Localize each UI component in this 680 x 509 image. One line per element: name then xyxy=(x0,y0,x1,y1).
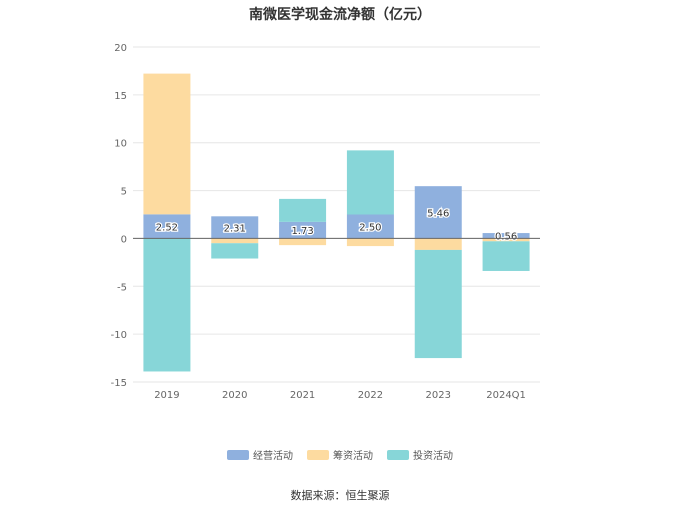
y-tick-label: 0 xyxy=(121,234,127,245)
legend-label: 经营活动 xyxy=(253,451,293,462)
bar-1-2024Q1 xyxy=(482,238,530,242)
data-label: 2.31 xyxy=(224,223,246,234)
bar-2-2021 xyxy=(279,198,327,222)
data-label: 0.56 xyxy=(495,232,517,243)
chart-title: 南微医学现金流净额（亿元） xyxy=(249,7,431,23)
bar-2-2019 xyxy=(143,238,191,372)
legend-label: 筹资活动 xyxy=(333,451,373,462)
data-source: 数据来源：恒生聚源 xyxy=(290,489,390,502)
bar-1-2021 xyxy=(279,238,327,246)
bar-0-2021 xyxy=(279,221,327,239)
y-tick-label: 20 xyxy=(114,43,127,54)
bar-1-2023 xyxy=(414,238,462,250)
x-tick-label: 2024Q1 xyxy=(486,390,526,401)
x-tick-label: 2021 xyxy=(290,390,315,401)
x-tick-label: 2022 xyxy=(358,390,383,401)
bar-2-2023 xyxy=(414,249,462,359)
data-label: 5.46 xyxy=(427,208,449,219)
data-label: 2.52 xyxy=(156,222,178,233)
legend-swatch xyxy=(387,449,409,460)
axis-layer: 20 15 10 5 0 -5 -10 -15 2019 2020 2021 2022 2023 2024… xyxy=(111,43,540,401)
legend-item[interactable]: 经营活动 xyxy=(227,447,293,462)
x-tick-label: 2023 xyxy=(426,390,451,401)
bar-0-2019 xyxy=(143,214,191,239)
x-tick-label: 2020 xyxy=(222,390,247,401)
label-layer: 2.52 2.31 1.73 2.50 5.46 0.56 xyxy=(155,207,519,244)
bar-0-2022 xyxy=(346,214,394,239)
y-tick-label: 5 xyxy=(121,187,127,198)
data-label: 1.73 xyxy=(291,226,313,237)
legend-item[interactable]: 筹资活动 xyxy=(307,447,373,462)
legend-item[interactable]: 投资活动 xyxy=(387,447,453,462)
legend-swatch xyxy=(307,449,329,460)
y-tick-label: -10 xyxy=(111,330,127,341)
y-tick-label: 15 xyxy=(114,91,127,102)
y-tick-label: -15 xyxy=(111,378,127,389)
y-tick-label: 10 xyxy=(114,139,127,150)
bar-0-2020 xyxy=(211,216,259,239)
bar-2-2020 xyxy=(211,243,259,259)
bar-1-2022 xyxy=(346,238,394,247)
bar-0-2024Q1 xyxy=(482,233,530,239)
data-label: 2.50 xyxy=(359,222,381,233)
y-tick-label: -5 xyxy=(117,282,127,293)
bar-1-2019 xyxy=(143,73,191,215)
bar-1-2020 xyxy=(211,238,259,244)
bar-0-2023 xyxy=(414,186,462,239)
legend-swatch xyxy=(227,449,249,460)
bar-layer xyxy=(143,73,530,372)
grid-layer xyxy=(133,46,540,383)
bar-2-2022 xyxy=(346,150,394,215)
bar-2-2024Q1 xyxy=(482,241,530,271)
x-tick-label: 2019 xyxy=(154,390,179,401)
legend-label: 投资活动 xyxy=(413,451,453,462)
legend: 经营活动 筹资活动 投资活动 xyxy=(0,447,680,462)
